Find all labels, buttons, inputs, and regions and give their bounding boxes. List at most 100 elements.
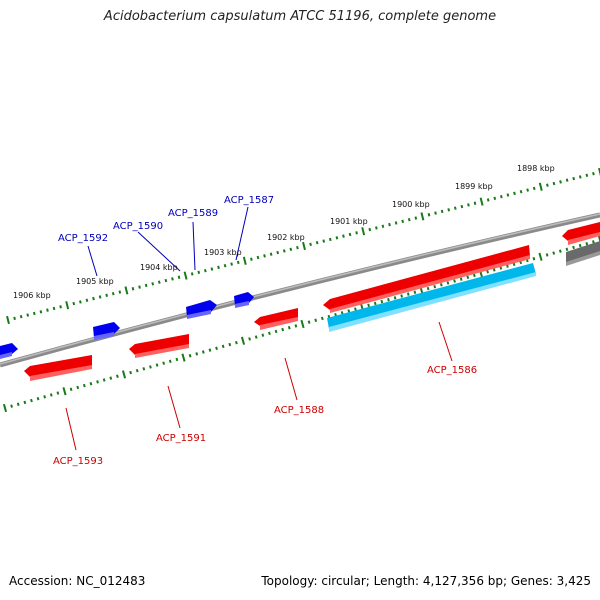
minor-tick (268, 331, 271, 336)
ruler-label: 1898 kbp (517, 164, 555, 173)
gene-label-ACP_1588: ACP_1588 (274, 405, 324, 416)
minor-tick (453, 206, 457, 210)
minor-tick (348, 232, 352, 237)
minor-tick (407, 217, 411, 222)
minor-tick (201, 350, 205, 354)
minor-tick (473, 273, 476, 278)
minor-tick (105, 293, 109, 298)
minor-tick (367, 303, 370, 308)
minor-tick (354, 307, 357, 311)
minor-tick (342, 234, 345, 238)
minor-tick (149, 365, 152, 369)
minor-tick (368, 227, 372, 232)
accession-text: Accession: NC_012483 (9, 574, 146, 588)
minor-tick (168, 359, 172, 364)
minor-tick (215, 346, 218, 350)
minor-tick (89, 382, 93, 386)
minor-tick (394, 221, 398, 225)
gene-ACP_1593 (24, 355, 92, 381)
minor-tick (72, 301, 76, 306)
minor-tick (447, 208, 451, 212)
minor-tick (177, 275, 181, 279)
gene-label-ACP_1592: ACP_1592 (58, 233, 108, 244)
minor-tick (52, 306, 56, 311)
minor-tick (592, 240, 595, 244)
gene-red-edge (562, 222, 600, 245)
gene-ACP_1589 (186, 300, 217, 319)
minor-tick (473, 201, 477, 205)
minor-tick (30, 398, 33, 403)
outer-tick-ruler (6, 167, 600, 325)
minor-tick (263, 254, 266, 258)
gene-label-ACP_1590: ACP_1590 (113, 221, 163, 232)
minor-tick (190, 272, 194, 276)
minor-tick (96, 380, 99, 384)
minor-tick (217, 265, 220, 270)
minor-tick (552, 251, 556, 255)
minor-tick (322, 239, 326, 243)
minor-tick (254, 335, 258, 339)
minor-tick (129, 370, 132, 375)
minor-tick (340, 311, 344, 315)
gene-blue-edge (0, 343, 18, 359)
minor-tick (373, 301, 377, 306)
genome-backbone-highlight (0, 213, 600, 365)
minor-tick (197, 270, 201, 275)
ruler-label: 1901 kbp (330, 217, 368, 226)
minor-tick (221, 344, 225, 349)
minor-tick (49, 393, 53, 397)
minor-tick (223, 264, 227, 268)
ruler-label: 1904 kbp (140, 263, 178, 272)
minor-tick (526, 188, 529, 192)
genome-summary-text: Topology: circular; Length: 4,127,356 bp… (261, 574, 591, 588)
minor-tick (393, 296, 397, 300)
minor-tick (413, 290, 417, 294)
minor-tick (175, 357, 179, 362)
minor-tick (236, 260, 240, 265)
minor-tick (144, 283, 148, 288)
minor-tick (315, 241, 319, 245)
minor-tick (36, 396, 40, 401)
minor-tick (565, 178, 569, 182)
minor-tick (109, 376, 113, 380)
minor-tick (76, 385, 80, 390)
minor-tick (546, 183, 549, 187)
gene-label-ACP_1587: ACP_1587 (224, 195, 274, 206)
ruler-label: 1903 kbp (204, 248, 242, 257)
ruler-label: 1900 kbp (392, 200, 430, 209)
minor-tick (513, 191, 516, 196)
minor-tick (328, 237, 332, 242)
major-tick (183, 271, 188, 280)
major-tick (361, 227, 366, 236)
ruler-label: 1905 kbp (76, 277, 114, 286)
minor-tick (10, 404, 13, 408)
minor-tick (69, 387, 73, 392)
minor-tick (23, 400, 27, 405)
minor-tick (195, 352, 199, 356)
major-tick (302, 241, 306, 251)
minor-tick (439, 283, 443, 287)
minor-tick (532, 186, 536, 191)
minor-tick (347, 309, 351, 313)
minor-tick (164, 278, 168, 283)
inner-tick-ruler (2, 235, 600, 413)
map-title: Acidobacterium capsulatum ATCC 51196, co… (103, 9, 497, 24)
minor-tick (92, 296, 95, 301)
minor-tick (552, 181, 556, 186)
minor-tick (155, 363, 159, 367)
minor-tick (261, 333, 265, 337)
minor-tick (401, 219, 405, 224)
minor-tick (388, 222, 391, 227)
minor-tick (118, 290, 122, 294)
minor-tick (208, 348, 212, 352)
major-tick (300, 319, 305, 329)
minor-tick (282, 249, 286, 253)
major-tick (62, 387, 67, 396)
minor-tick (287, 326, 291, 330)
minor-tick (466, 275, 470, 280)
minor-tick (269, 252, 273, 256)
gene-red-large (323, 245, 530, 313)
major-tick (420, 212, 425, 221)
minor-tick (102, 378, 106, 382)
minor-tick (493, 196, 497, 201)
